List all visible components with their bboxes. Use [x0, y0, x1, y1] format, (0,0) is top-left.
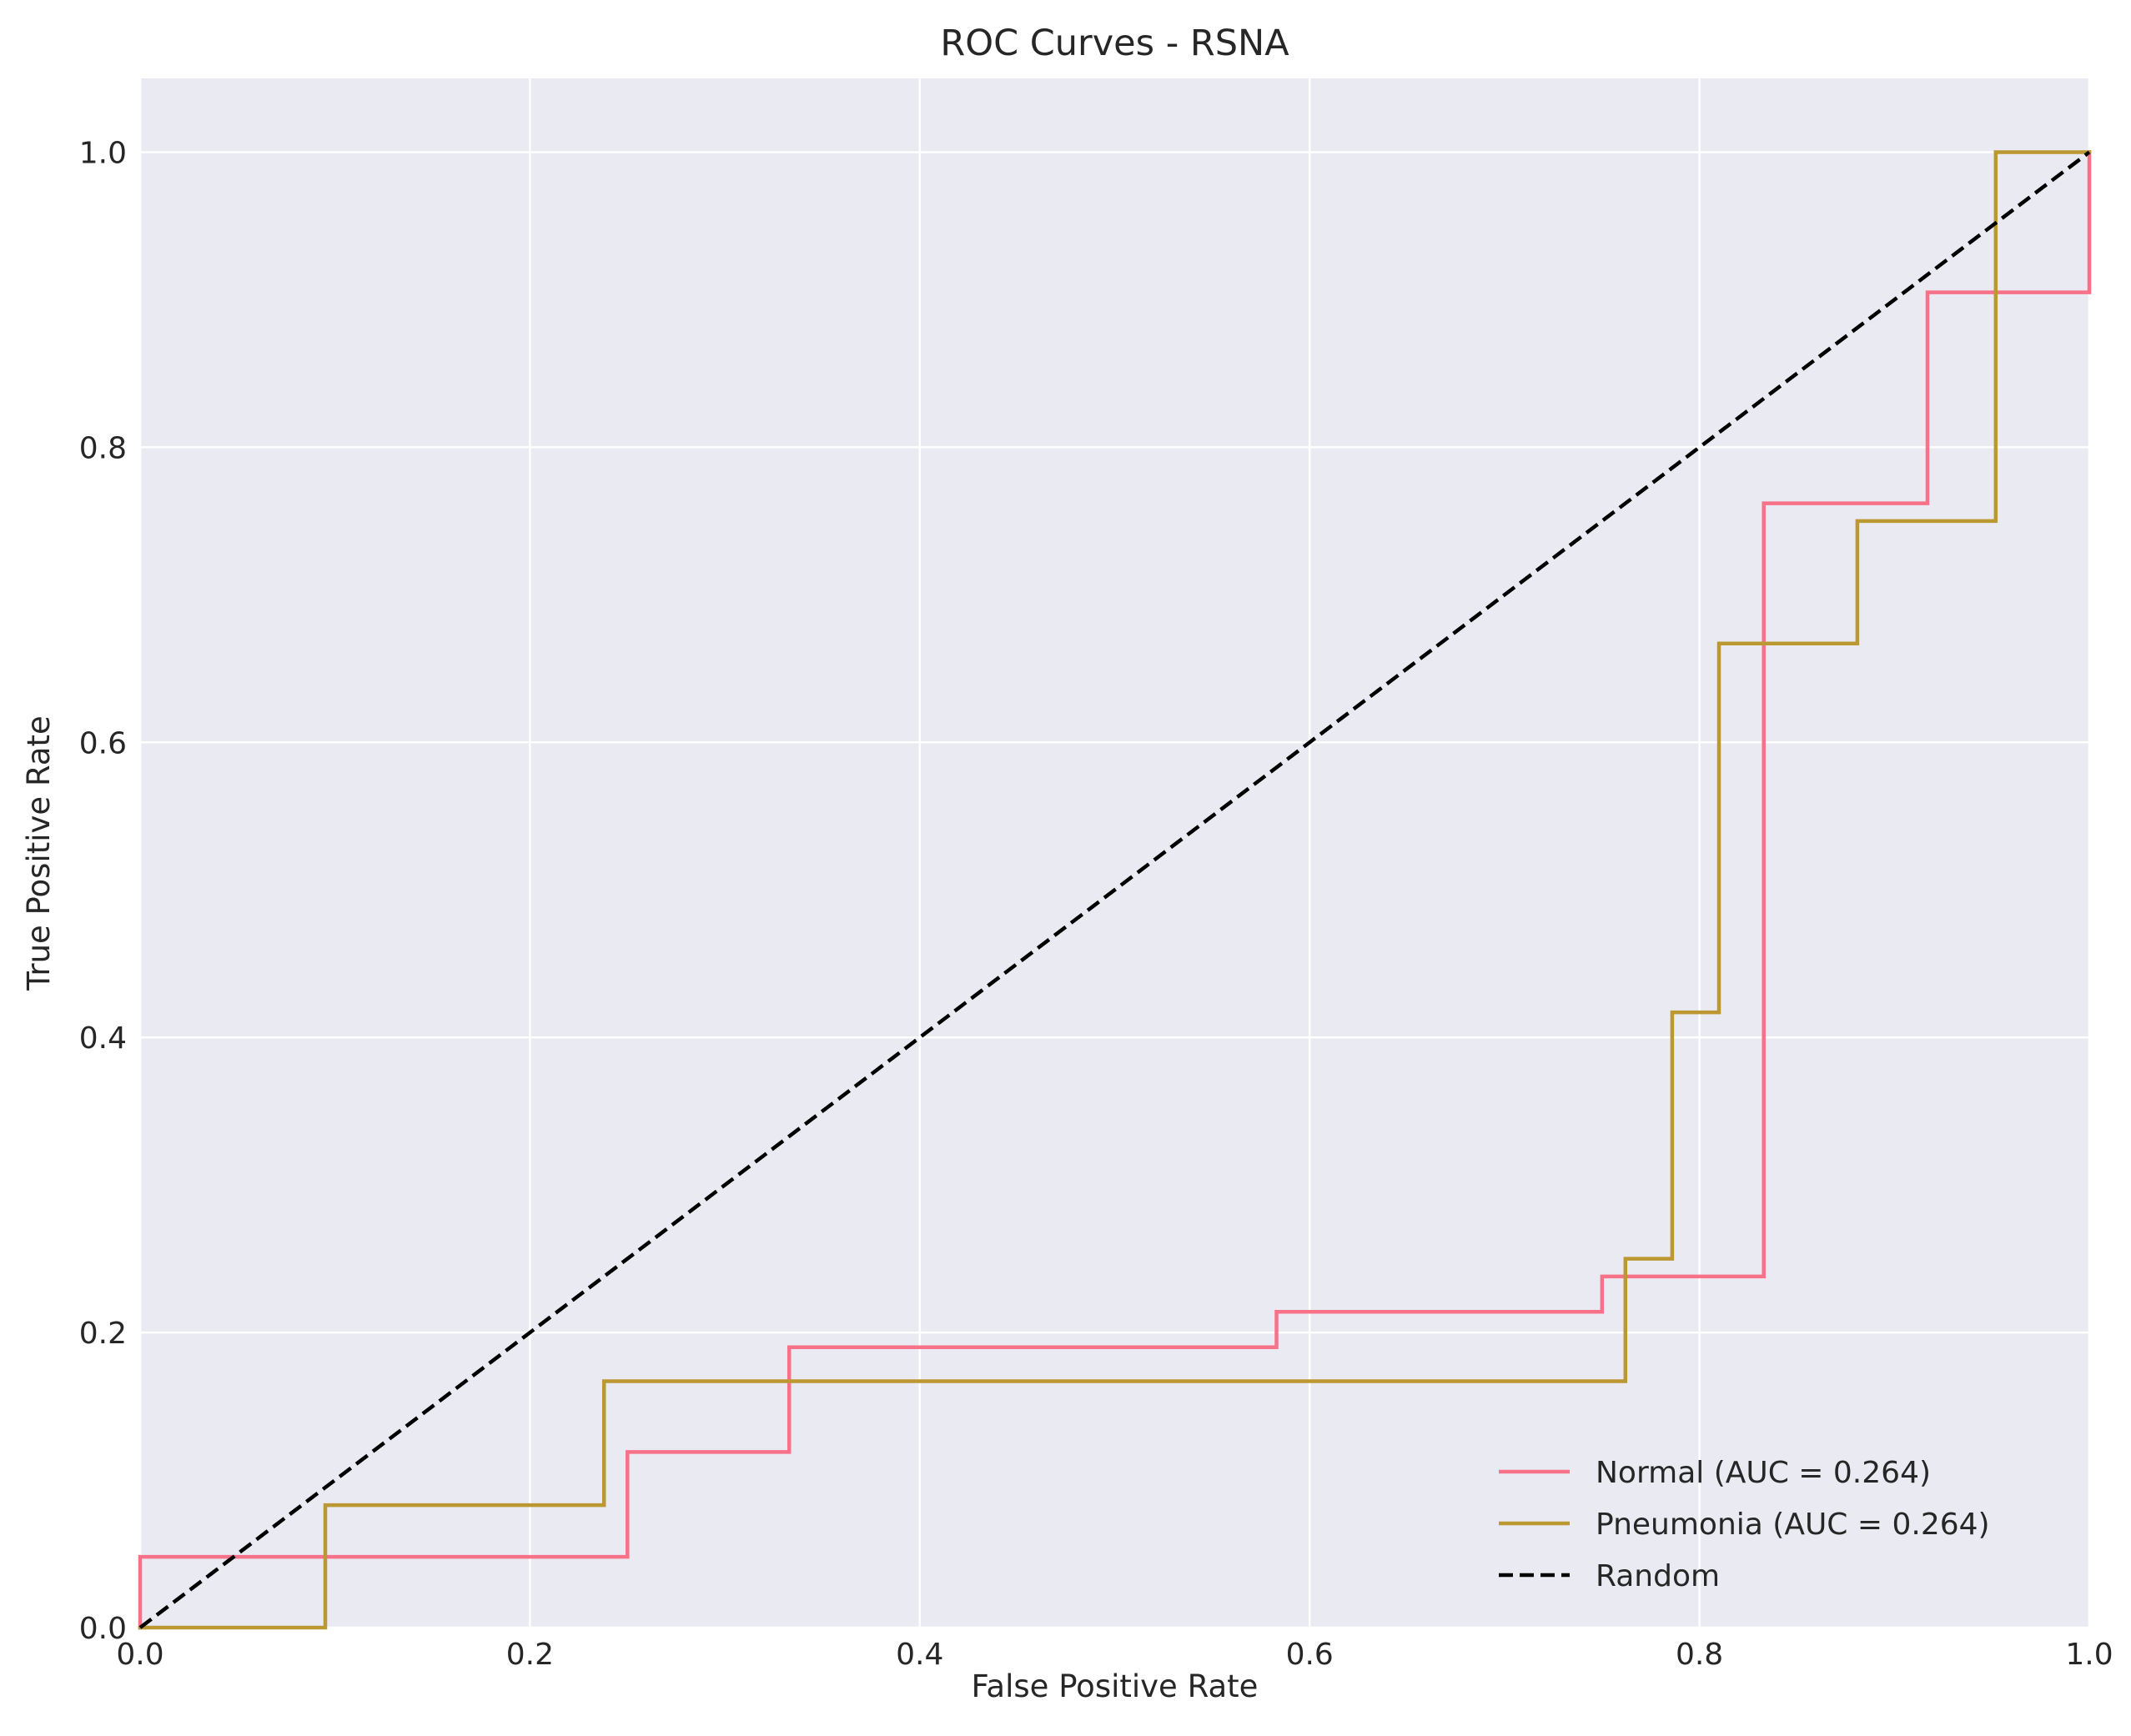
y-tick-label: 0.6 [79, 726, 127, 760]
x-tick-label: 0.2 [506, 1638, 554, 1672]
y-tick-label: 0.8 [79, 431, 127, 465]
y-tick-label: 0.4 [79, 1021, 127, 1056]
x-tick-label: 1.0 [2065, 1638, 2113, 1672]
legend-entry-label: Normal (AUC = 0.264) [1596, 1456, 1931, 1490]
legend-entry-label: Random [1596, 1559, 1720, 1593]
chart-title: ROC Curves - RSNA [940, 23, 1289, 64]
series-layer [138, 150, 2092, 1630]
series-line-1 [138, 150, 2092, 1630]
x-tick-label: 0.6 [1286, 1638, 1334, 1672]
x-axis-ticks: 0.0 0.2 0.4 0.6 0.8 1.0 [116, 1638, 2113, 1672]
series-line-random [138, 150, 2091, 1629]
y-tick-label: 1.0 [79, 136, 127, 170]
y-tick-label: 0.2 [79, 1317, 127, 1351]
x-tick-label: 0.4 [896, 1638, 943, 1672]
legend: Normal (AUC = 0.264) Pneumonia (AUC = 0.2… [1499, 1456, 1990, 1593]
x-tick-label: 0.0 [116, 1638, 163, 1672]
legend-entry-label: Pneumonia (AUC = 0.264) [1596, 1508, 1990, 1542]
y-tick-label: 0.0 [79, 1612, 127, 1646]
y-axis-label: True Positive Rate [21, 715, 57, 991]
plot-area [140, 78, 2089, 1628]
series-line-0 [138, 150, 2092, 1630]
x-tick-label: 0.8 [1676, 1638, 1723, 1672]
x-axis-label: False Positive Rate [972, 1668, 1259, 1704]
y-axis-ticks: 0.0 0.2 0.4 0.6 0.8 1.0 [79, 136, 127, 1646]
